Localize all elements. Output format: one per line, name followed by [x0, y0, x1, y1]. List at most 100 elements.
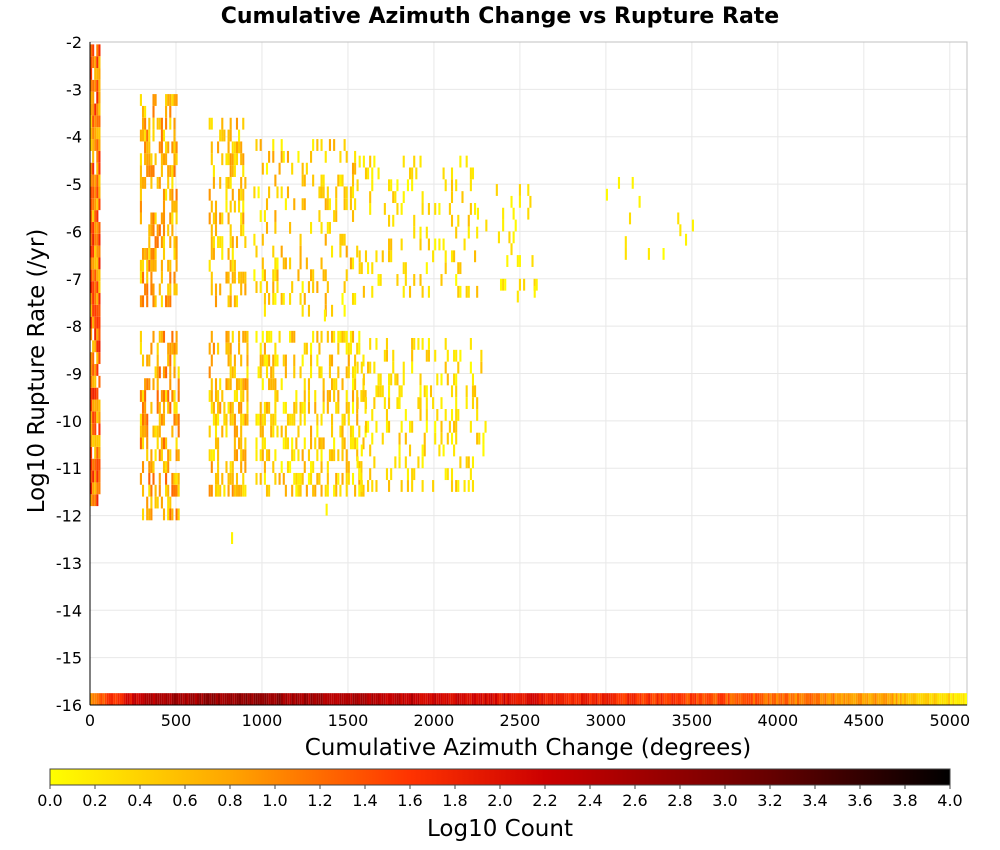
heatmap-cell — [480, 693, 483, 705]
heatmap-cell — [803, 693, 806, 705]
heatmap-cell — [918, 693, 921, 705]
heatmap-cell — [333, 484, 336, 497]
heatmap-cell — [413, 155, 416, 168]
heatmap-cell — [90, 139, 93, 151]
heatmap-cell — [394, 373, 397, 386]
heatmap-cell — [312, 174, 315, 187]
heatmap-cell — [303, 342, 306, 355]
heatmap-cell — [295, 693, 298, 705]
heatmap-cell — [268, 378, 271, 391]
heatmap-cell — [217, 484, 220, 497]
heatmap-cell — [240, 354, 243, 367]
heatmap-cell — [162, 366, 166, 379]
heatmap-cell — [507, 693, 510, 705]
heatmap-cell — [98, 79, 101, 92]
heatmap-cell — [364, 390, 367, 402]
heatmap-cell — [141, 129, 145, 142]
heatmap-cell — [318, 437, 321, 450]
heatmap-cell — [929, 693, 932, 705]
heatmap-cell — [780, 693, 783, 705]
heatmap-cell — [210, 224, 213, 237]
heatmap-cell — [339, 484, 342, 497]
heatmap-cell — [362, 390, 365, 402]
heatmap-cell — [94, 292, 97, 305]
heatmap-cell — [398, 397, 401, 410]
heatmap-cell — [231, 484, 234, 497]
heatmap-cell — [410, 693, 414, 705]
heatmap-cell — [371, 409, 374, 421]
heatmap-cell — [328, 198, 331, 211]
heatmap-cell — [240, 141, 243, 154]
heatmap-cell — [98, 316, 101, 329]
heatmap-cell — [335, 401, 338, 414]
heatmap-cell — [286, 413, 290, 426]
heatmap-cell — [280, 245, 283, 258]
heatmap-cell — [330, 330, 334, 343]
heatmap-cell — [92, 162, 95, 175]
heatmap-cell — [231, 461, 234, 473]
heatmap-cell — [297, 693, 300, 705]
heatmap-cell — [423, 444, 426, 457]
heatmap-cell — [214, 295, 218, 308]
heatmap-cell — [367, 480, 370, 492]
heatmap-cell — [690, 693, 693, 705]
heatmap-cell — [373, 361, 376, 374]
heatmap-cell — [310, 472, 313, 485]
heatmap-cell — [862, 693, 865, 705]
heatmap-cell — [242, 224, 245, 237]
heatmap-cell — [212, 413, 215, 426]
heatmap-cell — [392, 191, 395, 204]
heatmap-cell — [606, 693, 609, 705]
heatmap-cell — [276, 425, 279, 438]
heatmap-cell — [345, 461, 348, 473]
heatmap-cell — [253, 186, 256, 199]
heatmap-cell — [227, 295, 230, 308]
heatmap-cell — [173, 236, 176, 248]
heatmap-cell — [225, 461, 228, 473]
heatmap-cell — [545, 693, 548, 705]
heatmap-cell — [396, 397, 399, 410]
heatmap-cell — [421, 191, 424, 204]
heatmap-cell — [922, 693, 925, 705]
heatmap-cell — [453, 250, 456, 263]
heatmap-cell — [612, 693, 615, 705]
heatmap-cell — [265, 484, 269, 497]
heatmap-cell — [90, 470, 93, 483]
heatmap-cell — [169, 236, 172, 248]
heatmap-cell — [394, 456, 397, 469]
heatmap-cell — [351, 401, 355, 414]
heatmap-cell — [388, 373, 391, 386]
heatmap-cell — [282, 401, 285, 414]
heatmap-cell — [375, 250, 378, 263]
heatmap-cell — [92, 470, 95, 483]
heatmap-cell — [139, 342, 142, 355]
heatmap-cell — [899, 693, 902, 705]
heatmap-cell — [150, 271, 153, 284]
heatmap-cell — [235, 449, 239, 462]
heatmap-cell — [169, 188, 172, 201]
heatmap-cell — [261, 257, 264, 270]
heatmap-cell — [354, 198, 357, 211]
heatmap-cell — [345, 198, 348, 211]
heatmap-cell — [326, 461, 329, 473]
heatmap-cell — [450, 250, 454, 263]
heatmap-cell — [318, 186, 321, 199]
heatmap-cell — [648, 693, 651, 705]
heatmap-cell — [339, 150, 342, 163]
heatmap-cell — [448, 420, 451, 433]
heatmap-cell — [516, 290, 519, 303]
heatmap-cell — [169, 354, 172, 367]
heatmap-cell — [444, 262, 447, 275]
heatmap-cell — [242, 271, 245, 284]
heatmap-cell — [148, 236, 151, 248]
heatmap-cell — [154, 212, 157, 225]
heatmap-cell — [324, 693, 328, 705]
heatmap-cell — [339, 174, 342, 187]
heatmap-cell — [330, 449, 334, 462]
heatmap-cell — [388, 179, 391, 192]
heatmap-cell — [855, 693, 858, 705]
heatmap-cell — [96, 103, 99, 116]
heatmap-cell — [490, 693, 493, 705]
heatmap-cell — [320, 221, 323, 234]
